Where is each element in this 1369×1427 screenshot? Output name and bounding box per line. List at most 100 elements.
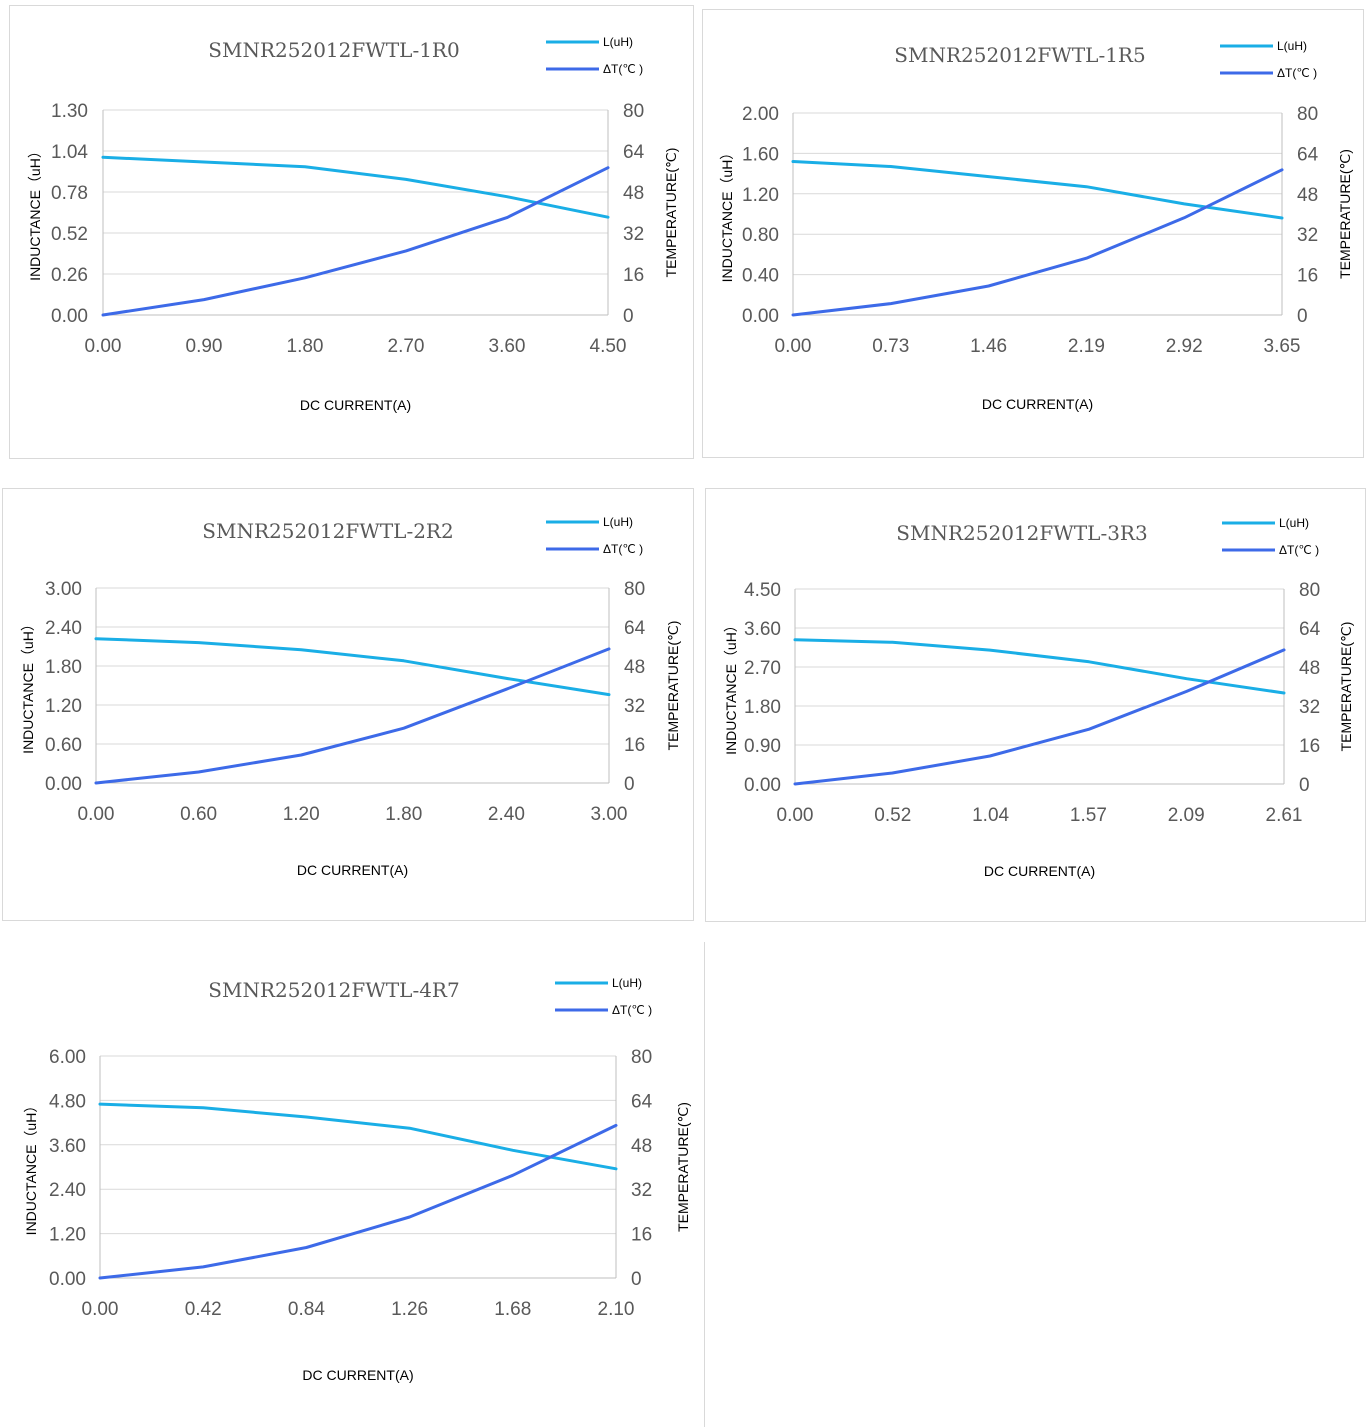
x-tick-label: 0.00 (85, 336, 122, 357)
y2-tick-label: 32 (624, 696, 645, 717)
chart-panel-1r0 (9, 5, 694, 459)
legend-label: ΔT(℃ ) (603, 542, 643, 556)
y-tick-label: 2.40 (49, 1180, 86, 1201)
x-tick-label: 2.10 (598, 1299, 635, 1320)
x-tick-label: 1.68 (494, 1299, 531, 1320)
y-tick-label: 0.80 (742, 225, 779, 246)
y-tick-label: 0.40 (742, 266, 779, 287)
chart-5: 0.00 1.20 2.40 3.60 4.80 6.00 0 16 32 48 64 80 0.00 0… (23, 976, 691, 1383)
y2-tick-label: 80 (624, 579, 645, 600)
y2-tick-label: 32 (1299, 697, 1320, 718)
legend-label: ΔT(℃ ) (1279, 543, 1319, 557)
inductance-series-line (101, 155, 610, 219)
y-tick-label: 3.00 (45, 579, 82, 600)
y2-tick-label: 48 (1297, 185, 1318, 206)
y2-tick-label: 0 (1297, 306, 1308, 327)
y-tick-label: 1.20 (742, 185, 779, 206)
y-tick-label: 1.80 (744, 697, 781, 718)
y2-tick-label: 32 (631, 1180, 652, 1201)
legend-label: L(uH) (612, 976, 642, 990)
y2-axis-label: TEMPERATURE(℃) (675, 1102, 691, 1232)
x-tick-label: 0.00 (78, 804, 115, 825)
chart-title: SMNR252012FWTL-1R5 (894, 43, 1145, 67)
chart-panel-3r3 (705, 488, 1366, 922)
x-tick-label: 2.40 (488, 804, 525, 825)
y-tick-label: 2.70 (744, 658, 781, 679)
x-axis-label: DC CURRENT(A) (984, 863, 1095, 879)
y-tick-label: 1.20 (49, 1225, 86, 1246)
y-axis-label: INDUCTANCE（uH） (20, 617, 36, 754)
y-tick-label: 1.04 (51, 142, 88, 163)
x-tick-label: 1.26 (391, 1299, 428, 1320)
y2-axis-label: TEMPERATURE(℃) (1337, 149, 1353, 279)
y2-tick-label: 16 (1297, 266, 1318, 287)
y2-tick-label: 16 (624, 735, 645, 756)
chart-title: SMNR252012FWTL-1R0 (208, 38, 459, 62)
chart-2: 0.00 0.40 0.80 1.20 1.60 2.00 0 16 32 48 64 80 0.00 0… (719, 39, 1353, 412)
y-axis-label: INDUCTANCE（uH） (27, 144, 43, 281)
x-tick-label: 3.65 (1264, 336, 1301, 357)
x-tick-label: 1.20 (283, 804, 320, 825)
y2-axis-label: TEMPERATURE(℃) (663, 148, 679, 278)
legend-label: ΔT(℃ ) (603, 62, 643, 76)
x-tick-label: 2.70 (388, 336, 425, 357)
chart-title: SMNR252012FWTL-2R2 (202, 519, 453, 543)
y2-tick-label: 16 (631, 1225, 652, 1246)
y-tick-label: 4.50 (744, 580, 781, 601)
panel-divider (704, 942, 705, 1427)
y-tick-label: 3.60 (744, 619, 781, 640)
inductance-series-line (94, 637, 611, 697)
inductance-series-line (98, 1102, 618, 1171)
y2-tick-label: 64 (624, 618, 646, 639)
y-tick-label: 0.00 (744, 775, 781, 796)
y-tick-label: 0.78 (51, 183, 88, 204)
y2-tick-label: 48 (623, 183, 644, 204)
chart-title: SMNR252012FWTL-3R3 (896, 521, 1147, 545)
temperature-series-line (98, 1123, 618, 1280)
chart-3: 0.00 0.60 1.20 1.80 2.40 3.00 0 16 32 48 64 80 0.00 0… (20, 515, 681, 878)
inductance-series-line (793, 638, 1286, 695)
x-tick-label: 0.90 (186, 336, 223, 357)
y-tick-label: 1.60 (742, 144, 779, 165)
y2-axis-label: TEMPERATURE(℃) (665, 621, 681, 751)
legend-label: L(uH) (1279, 516, 1309, 530)
chart-4: 0.00 0.90 1.80 2.70 3.60 4.50 0 16 32 48 64 80 0.00 0… (723, 516, 1354, 879)
y2-tick-label: 48 (624, 657, 645, 678)
y2-tick-label: 48 (631, 1136, 652, 1157)
x-tick-label: 3.00 (591, 804, 628, 825)
y2-tick-label: 32 (1297, 225, 1318, 246)
temperature-series-line (94, 647, 611, 785)
y2-tick-label: 64 (1299, 619, 1321, 640)
y2-tick-label: 0 (624, 774, 635, 795)
temperature-series-line (791, 168, 1284, 317)
x-axis-label: DC CURRENT(A) (297, 862, 408, 878)
y2-axis-label: TEMPERATURE(℃) (1338, 622, 1354, 752)
y2-tick-label: 16 (1299, 736, 1320, 757)
y-axis-label: INDUCTANCE（uH） (719, 146, 735, 283)
x-tick-label: 0.52 (874, 805, 911, 826)
x-tick-label: 0.00 (775, 336, 812, 357)
legend-label: L(uH) (603, 515, 633, 529)
y-tick-label: 0.52 (51, 224, 88, 245)
y-tick-label: 0.90 (744, 736, 781, 757)
y2-tick-label: 80 (1299, 580, 1320, 601)
y-tick-label: 3.60 (49, 1136, 86, 1157)
legend-label: L(uH) (603, 35, 633, 49)
x-tick-label: 0.42 (185, 1299, 222, 1320)
legend-label: ΔT(℃ ) (1277, 66, 1317, 80)
inductance-series-line (791, 160, 1284, 220)
x-tick-label: 0.00 (777, 805, 814, 826)
x-axis-label: DC CURRENT(A) (982, 396, 1093, 412)
y-axis-label: INDUCTANCE（uH） (723, 618, 739, 755)
y2-tick-label: 80 (631, 1047, 652, 1068)
y-tick-label: 1.80 (45, 657, 82, 678)
y2-tick-label: 0 (623, 306, 634, 327)
y-tick-label: 1.20 (45, 696, 82, 717)
y2-tick-label: 32 (623, 224, 644, 245)
chart-1: 0.00 0.26 0.52 0.78 1.04 1.30 0 16 32 48 64 80 0.00 0… (27, 35, 679, 413)
y-tick-label: 6.00 (49, 1047, 86, 1068)
y-tick-label: 0.00 (742, 306, 779, 327)
y-tick-label: 0.00 (51, 306, 88, 327)
y2-tick-label: 64 (1297, 144, 1319, 165)
